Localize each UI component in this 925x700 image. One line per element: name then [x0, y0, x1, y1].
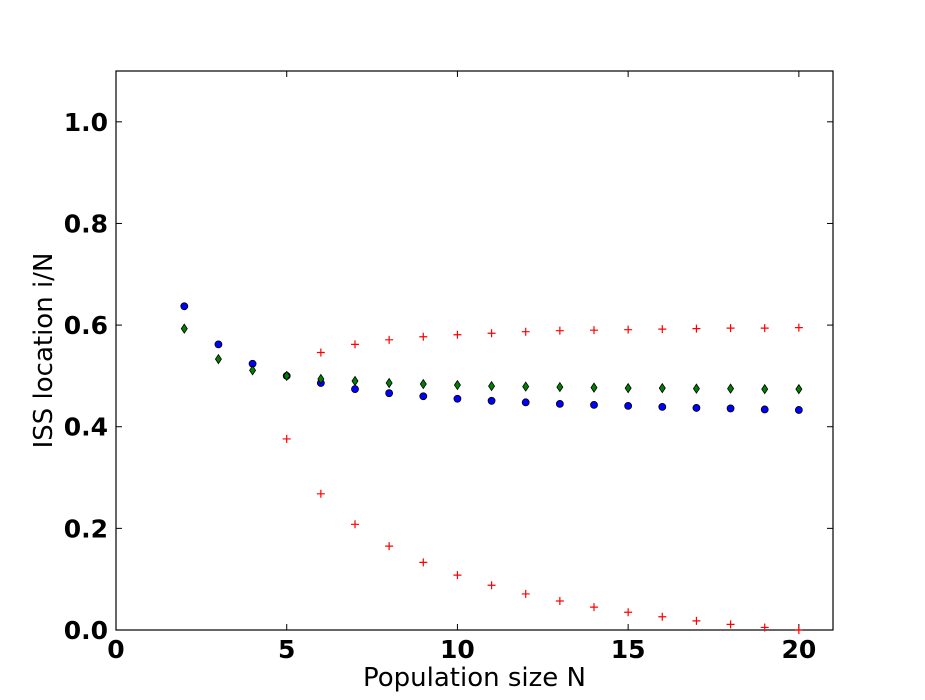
data-point — [522, 381, 530, 392]
x-tick-label: 10 — [440, 635, 475, 664]
data-point — [385, 389, 394, 398]
data-point — [385, 542, 394, 551]
y-axis-label: ISS location i/N — [29, 253, 59, 449]
data-point — [351, 375, 359, 387]
data-point — [795, 383, 803, 395]
y-tick-label: 1.0 — [64, 108, 108, 137]
data-point — [316, 348, 325, 357]
data-point — [385, 377, 393, 389]
axis-ticks — [115, 71, 833, 631]
data-point — [316, 489, 325, 498]
data-point — [624, 608, 633, 617]
data-point — [692, 383, 700, 394]
series-2 — [180, 323, 803, 395]
y-tick-label: 0.4 — [64, 413, 108, 442]
x-tick-labels: 0 5 10 15 20 — [107, 635, 816, 664]
data-point — [419, 558, 428, 567]
data-point — [760, 405, 769, 414]
data-point — [556, 381, 564, 393]
data-point — [590, 400, 598, 409]
data-point — [590, 603, 598, 612]
data-point — [555, 399, 564, 408]
data-point — [487, 581, 496, 590]
data-point — [180, 302, 189, 311]
data-point — [521, 589, 530, 598]
data-point — [419, 392, 428, 401]
data-point — [317, 373, 325, 385]
data-point — [283, 370, 291, 382]
data-point — [214, 340, 223, 349]
y-tick-label: 0.6 — [64, 311, 108, 340]
plot-area — [115, 70, 834, 631]
data-point — [351, 520, 359, 529]
data-point — [214, 353, 222, 365]
data-points — [180, 302, 803, 634]
data-point — [180, 323, 188, 334]
data-point — [453, 394, 462, 403]
data-point — [624, 401, 633, 410]
x-tick-label: 0 — [107, 635, 124, 664]
data-point — [521, 398, 530, 407]
data-point — [658, 403, 667, 411]
data-point — [794, 626, 803, 634]
data-point — [727, 383, 735, 394]
data-point — [794, 406, 803, 414]
data-point — [385, 335, 394, 344]
data-point — [487, 329, 496, 338]
series-1 — [180, 302, 803, 414]
data-point — [624, 325, 633, 334]
data-point — [488, 380, 496, 392]
y-tick-label: 0.2 — [64, 514, 108, 543]
data-point — [692, 324, 701, 333]
data-point — [249, 365, 257, 376]
data-point — [794, 323, 803, 332]
data-point — [351, 385, 359, 394]
data-point — [555, 597, 564, 606]
y-tick-label: 0.0 — [64, 616, 108, 645]
data-point — [555, 326, 564, 335]
data-point — [760, 324, 769, 333]
x-tick-label: 5 — [278, 635, 295, 664]
data-point — [419, 332, 428, 341]
data-point — [658, 325, 667, 334]
data-point — [726, 404, 735, 413]
y-tick-label: 0.8 — [64, 209, 108, 238]
y-tick-labels: 0.0 0.2 0.4 0.6 0.8 1.0 — [64, 108, 108, 645]
data-point — [590, 326, 598, 335]
data-point — [658, 382, 666, 394]
x-tick-label: 15 — [611, 635, 646, 664]
data-point — [726, 620, 735, 629]
x-axis-label: Population size N — [363, 663, 586, 693]
data-point — [351, 340, 359, 349]
data-point — [453, 571, 462, 580]
x-tick-label: 20 — [781, 635, 816, 664]
data-point — [624, 382, 632, 394]
data-point — [487, 396, 496, 405]
data-point — [419, 378, 427, 390]
data-point — [760, 623, 769, 632]
data-point — [658, 612, 667, 621]
series-4 — [316, 489, 803, 634]
data-point — [453, 330, 462, 339]
data-point — [692, 404, 701, 412]
data-point — [282, 434, 291, 443]
data-point — [726, 324, 735, 333]
series-3 — [282, 323, 803, 443]
data-point — [692, 616, 701, 625]
data-point — [590, 382, 598, 393]
data-point — [521, 327, 530, 336]
data-point — [761, 383, 769, 395]
data-point — [453, 379, 461, 391]
